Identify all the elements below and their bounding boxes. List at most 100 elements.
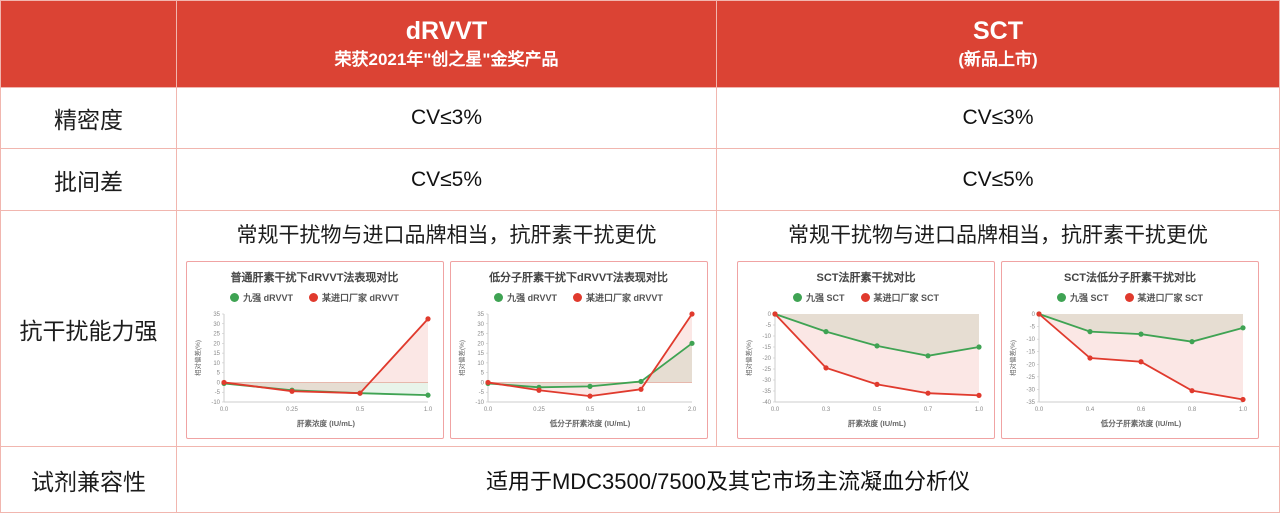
svg-text:-10: -10 [762, 334, 771, 340]
svg-text:5: 5 [480, 371, 484, 377]
svg-text:35: 35 [477, 312, 484, 318]
svg-text:相对偏差(%): 相对偏差(%) [193, 340, 202, 376]
svg-text:0.0: 0.0 [219, 407, 228, 413]
chart-drvvt-lmwh: 低分子肝素干扰下dRVVT法表现对比 九强 dRVVT 某进口厂家 dRVVT 3… [449, 261, 708, 439]
legend-dot-icon [494, 293, 504, 302]
svg-text:15: 15 [477, 351, 484, 357]
svg-text:30: 30 [477, 322, 484, 328]
svg-text:-10: -10 [475, 400, 484, 406]
svg-text:20: 20 [213, 341, 220, 347]
svg-text:25: 25 [213, 332, 220, 338]
legend-dot-icon [230, 293, 240, 302]
batch-sct-cell: CV≤5% [717, 149, 1279, 210]
chart-legend: 九强 SCT 某进口厂家 SCT [1056, 291, 1204, 304]
legend-item: 九强 SCT [1056, 291, 1109, 304]
svg-text:-15: -15 [1026, 350, 1035, 356]
svg-text:肝素浓度 (IU/mL): 肝素浓度 (IU/mL) [848, 418, 906, 428]
svg-text:0.0: 0.0 [483, 407, 492, 413]
svg-text:-5: -5 [214, 390, 220, 396]
svg-text:0: 0 [1032, 312, 1036, 318]
chart-legend: 九强 dRVVT 某进口厂家 dRVVT [230, 291, 399, 304]
chart-plot: 0 -5 -10 -15 -20 -25 -30 -350.0 0.4 0.6 0.8 1.0 低分子肝… [1008, 311, 1248, 428]
svg-text:0: 0 [768, 312, 772, 318]
legend-label: 九强 dRVVT [507, 293, 557, 303]
row-batch-label: 批间差 [54, 168, 123, 195]
chart-title: SCT法低分子肝素干扰对比 [1064, 272, 1196, 284]
legend-dot-icon [792, 293, 802, 302]
chart-plot: 35 30 25 20 15 10 5 0 -5 -100.0 0.25 0.5 1.0 2.0 低分子肝素… [457, 311, 696, 428]
header-sct: SCT (新品上市) [717, 1, 1279, 87]
row-batch-label-cell: 批间差 [1, 149, 176, 210]
svg-text:-5: -5 [478, 390, 484, 396]
svg-text:25: 25 [477, 332, 484, 338]
legend-item: 某进口厂家 SCT [860, 291, 940, 304]
svg-text:1.0: 1.0 [975, 407, 984, 413]
legend-dot-icon [860, 293, 870, 302]
svg-text:0.0: 0.0 [1035, 407, 1044, 413]
svg-text:0.6: 0.6 [1137, 407, 1146, 413]
svg-text:0.0: 0.0 [771, 407, 780, 413]
chart-sct-lmwh: SCT法低分子肝素干扰对比 九强 SCT 某进口厂家 SCT 0 -5 -10 -15 -… [1001, 261, 1259, 439]
legend-item: 九强 dRVVT [494, 291, 557, 304]
legend-label: 某进口厂家 dRVVT [586, 293, 663, 303]
compatibility-value: 适用于MDC3500/7500及其它市场主流凝血分析仪 [485, 468, 971, 494]
svg-text:相对偏差(%): 相对偏差(%) [744, 340, 753, 376]
svg-text:0.7: 0.7 [924, 407, 933, 413]
sct-charts-row: SCT法肝素干扰对比 九强 SCT 某进口厂家 SCT 0 -5 -10 -15 -20 -… [737, 261, 1259, 439]
row-interference-label: 抗干扰能力强 [19, 317, 158, 344]
svg-text:-35: -35 [1026, 400, 1035, 406]
svg-text:0.4: 0.4 [1086, 407, 1095, 413]
header-empty-cell [1, 1, 176, 87]
svg-text:0: 0 [480, 380, 484, 386]
batch-drvvt-value: CV≤5% [410, 167, 483, 191]
svg-text:2.0: 2.0 [687, 407, 696, 413]
svg-text:-15: -15 [762, 345, 771, 351]
svg-text:20: 20 [477, 341, 484, 347]
chart-legend: 九强 dRVVT 某进口厂家 dRVVT [494, 291, 663, 304]
svg-text:15: 15 [213, 351, 220, 357]
row-compatibility-label-cell: 试剂兼容性 [1, 447, 176, 512]
precision-sct-cell: CV≤3% [717, 88, 1279, 148]
legend-label: 某进口厂家 SCT [1137, 293, 1204, 303]
precision-sct-value: CV≤3% [962, 106, 1034, 129]
header-drvvt: dRVVT 荣获2021年"创之星"金奖产品 [177, 1, 716, 87]
chart-plot: 35 30 25 20 15 10 5 0 -5 -100.0 0.25 0.5 1.0 肝素浓度 (IU… [193, 312, 433, 428]
legend-item: 某进口厂家 SCT [1124, 291, 1204, 304]
svg-text:相对偏差(%): 相对偏差(%) [457, 340, 466, 376]
svg-text:肝素浓度 (IU/mL): 肝素浓度 (IU/mL) [297, 418, 355, 428]
legend-label: 九强 SCT [1069, 293, 1109, 303]
svg-text:低分子肝素浓度 (IU/mL): 低分子肝素浓度 (IU/mL) [548, 418, 630, 428]
svg-text:-10: -10 [211, 400, 220, 406]
drvvt-charts-row: 普通肝素干扰下dRVVT法表现对比 九强 dRVVT 某进口厂家 dRVVT 35… [185, 261, 708, 439]
svg-text:低分子肝素浓度 (IU/mL): 低分子肝素浓度 (IU/mL) [1100, 418, 1182, 428]
legend-item: 九强 dRVVT [230, 291, 293, 304]
legend-dot-icon [1056, 293, 1066, 302]
svg-text:-35: -35 [762, 389, 771, 395]
precision-drvvt-value: CV≤3% [410, 106, 483, 129]
chart-title: SCT法肝素干扰对比 [816, 272, 916, 284]
svg-text:0.3: 0.3 [822, 407, 831, 413]
legend-label: 某进口厂家 dRVVT [322, 293, 399, 303]
svg-text:-25: -25 [762, 367, 771, 373]
chart-plot: 0 -5 -10 -15 -20 -25 -30 -35 -400.0 0.3 0.5 0.7 1.0 肝… [744, 311, 984, 428]
sct-title: SCT [973, 17, 1023, 46]
legend-item: 某进口厂家 dRVVT [309, 291, 399, 304]
row-compatibility-label: 试剂兼容性 [31, 468, 146, 495]
svg-text:0.5: 0.5 [873, 407, 882, 413]
chart-title: 低分子肝素干扰下dRVVT法表现对比 [489, 272, 668, 284]
svg-text:30: 30 [213, 322, 220, 328]
svg-text:0: 0 [216, 380, 220, 386]
legend-dot-icon [1124, 293, 1134, 302]
svg-text:-30: -30 [762, 378, 771, 384]
legend-dot-icon [573, 293, 582, 302]
legend-label: 某进口厂家 SCT [873, 293, 940, 303]
chart-legend: 九强 SCT 某进口厂家 SCT [792, 291, 940, 304]
svg-text:-10: -10 [1026, 337, 1035, 343]
precision-drvvt-cell: CV≤3% [177, 88, 716, 148]
svg-text:0.5: 0.5 [585, 407, 594, 413]
svg-text:10: 10 [477, 361, 484, 367]
chart-title: 普通肝素干扰下dRVVT法表现对比 [230, 272, 399, 284]
interference-drvvt-note: 常规干扰物与进口品牌相当，抗肝素干扰更优 [236, 224, 657, 247]
batch-drvvt-cell: CV≤5% [177, 149, 716, 210]
